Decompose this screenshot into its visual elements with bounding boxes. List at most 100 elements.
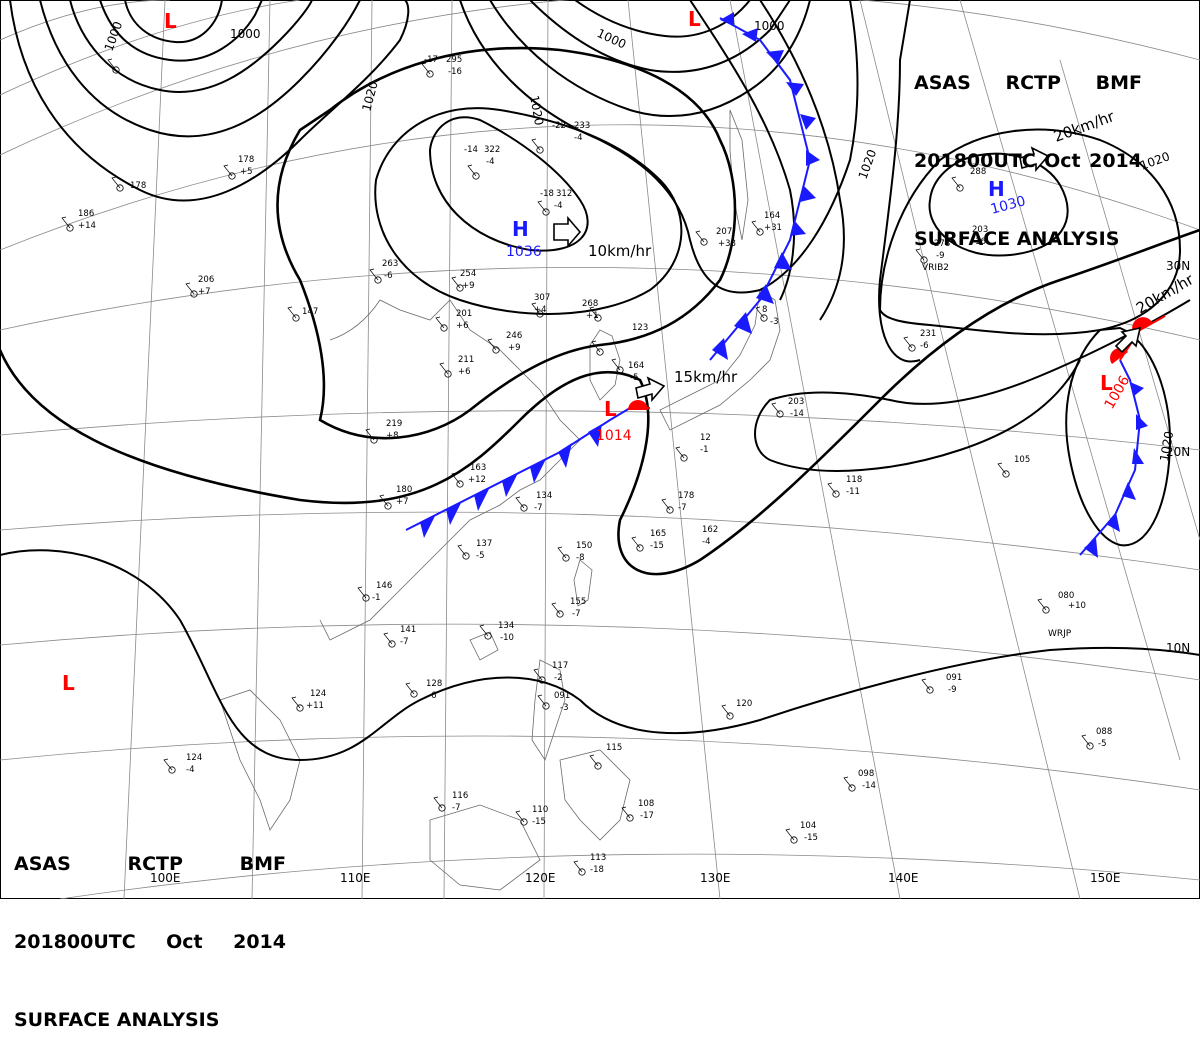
wind-barb-icon [695,230,705,243]
station-obs-value: 164 [764,211,780,221]
title-month: Oct [1044,150,1081,172]
station-obs-value: -6 [384,271,392,281]
isobar-line [529,0,791,73]
isobar-line [39,0,361,138]
meridian-line [1059,59,1200,541]
station-circle-icon [700,238,708,246]
station-circle-icon [616,366,624,374]
wind-barb-icon [457,544,467,557]
title-subtitle: SURFACE ANALYSIS [914,228,1120,250]
longitude-label: 100E [150,871,181,885]
station-circle-icon [374,276,382,284]
isobar-line [9,0,410,202]
longitude-label: 110E [340,871,371,885]
station-obs-value: 295 [446,55,462,65]
wind-barb-icon [997,462,1007,475]
cold-front-barb [712,338,728,360]
parallel-line [0,124,1200,251]
station-obs-value: 178 [130,181,146,191]
wind-barb-icon [515,810,525,823]
motion-arrow-icon [553,215,582,249]
station-obs-value: 254 [460,269,476,279]
station-obs-value: 124 [310,689,326,699]
wind-barb-icon [589,306,599,319]
parallel-line [0,511,1200,571]
station-obs-value: 124 [186,753,202,763]
isobar-label: 1020 [527,94,546,127]
station-obs-value: 147 [302,307,318,317]
station-obs-value: +5 [240,167,253,177]
wind-barb-icon [903,336,913,349]
station-circle-icon [542,208,550,216]
parallel-line [0,0,1200,156]
station-obs-value: 263 [382,259,398,269]
station-obs-value: +6 [456,321,469,331]
station-circle-icon [292,314,300,322]
high-pressure-value: 1036 [506,244,542,260]
wind-barb-icon [611,358,621,371]
surface-analysis-map: 1000 1000 1020 1020 1000 1020 1020 1020 … [0,0,1200,1031]
meridian-line [123,0,166,900]
station-obs-value: 088 [1096,727,1112,737]
wind-barb-icon [573,860,583,873]
station-circle-icon [520,818,528,826]
wind-barb-icon [771,402,781,415]
station-obs-value: 322 [484,145,500,155]
parallel-line [0,410,1200,451]
station-circle-icon [116,184,124,192]
isobar-line [878,0,921,363]
station-obs-value: 117 [552,661,568,671]
station-obs-value: -9 [948,685,956,695]
title-office: BMF [1095,72,1142,94]
station-obs-value: -1 [700,445,708,455]
map-canvas: 1000 1000 1020 1020 1000 1020 1020 1020 … [0,0,1200,900]
station-circle-icon [726,712,734,720]
wind-barb-icon [755,306,765,319]
station-obs-value: 186 [78,209,94,219]
wind-barb-icon [591,340,601,353]
wind-barb-icon [185,282,195,295]
station-obs-value: 155 [570,597,586,607]
station-obs-value: +9 [508,343,521,353]
isobar-label: 1020 [1157,430,1176,463]
title-station: RCTP [1005,72,1061,94]
cold-front-barb [1122,482,1136,500]
wind-barb-icon [921,678,931,691]
cold-front-barb [558,443,572,468]
latitude-label: 30N [1166,259,1190,273]
station-obs-value: -14 [790,409,804,419]
cold-front-barb [806,150,820,166]
meridian-line [0,0,171,41]
meridian-line [0,0,301,96]
meridian-line [729,0,901,900]
title-station: RCTP [127,853,183,875]
isobar-line [124,0,223,44]
coastline-sakhalin [729,109,749,241]
cold-front-barb [1106,512,1120,532]
station-obs-value: 098 [858,769,874,779]
wind-barb-icon [451,276,461,289]
cold-front-barb [786,82,804,96]
cold-front-barb [502,473,518,497]
longitude-label: 150E [1090,871,1121,885]
coastline-luzon [531,659,566,761]
station-obs-value: 203 [972,225,988,235]
station-circle-icon [438,804,446,812]
low-pressure-label: L [164,9,177,33]
station-obs-value: 091 [554,691,570,701]
station-circle-icon [1002,470,1010,478]
wind-barb-icon [675,446,685,459]
coastline-borneo [429,804,541,891]
station-obs-value: 146 [376,581,392,591]
station-circle-icon [384,502,392,510]
title-office: BMF [239,853,286,875]
warm-front-bump [628,400,648,410]
station-obs-value: -6 [428,691,436,701]
coastline-philippines [559,749,631,841]
station-obs-value: -22 [552,121,566,131]
station-circle-icon [426,70,434,78]
wind-barb-icon [435,316,445,329]
title-product: ASAS [14,853,71,875]
station-circle-icon [536,310,544,318]
parallel-line [0,735,1200,791]
